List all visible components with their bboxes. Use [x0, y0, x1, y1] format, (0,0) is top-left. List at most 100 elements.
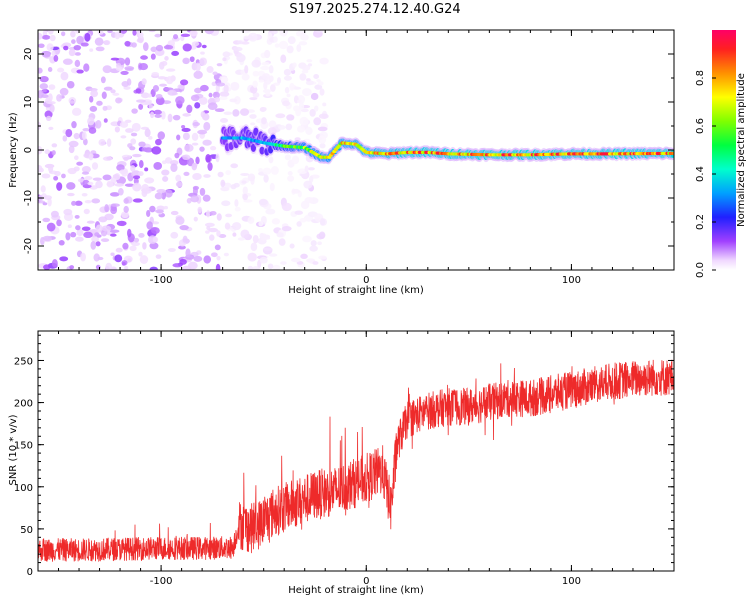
noise-speck [219, 96, 228, 101]
noise-speck [100, 238, 110, 243]
noise-speck [148, 104, 153, 109]
noise-speck [164, 56, 169, 61]
noise-speck [216, 213, 222, 221]
noise-speck [172, 263, 183, 268]
noise-speck [56, 94, 62, 102]
noise-speck [309, 175, 314, 183]
noise-speck [61, 31, 66, 37]
noise-speck [170, 231, 179, 239]
noise-speck [292, 62, 297, 68]
noise-speck [230, 163, 239, 169]
noise-speck [81, 131, 87, 140]
noise-speck [174, 152, 180, 159]
noise-speck [121, 262, 126, 266]
noise-speck [95, 224, 103, 233]
noise-speck [303, 180, 313, 189]
noise-speck [203, 174, 211, 178]
noise-speck [240, 229, 250, 239]
noise-speck [312, 261, 319, 265]
noise-speck [247, 252, 257, 262]
noise-speck [195, 156, 200, 165]
noise-speck [103, 39, 111, 46]
noise-speck [299, 217, 307, 223]
noise-speck [154, 114, 162, 118]
noise-speck [298, 102, 305, 111]
noise-speck [87, 117, 95, 126]
noise-speck [234, 199, 239, 207]
noise-speck [40, 185, 46, 193]
noise-speck [240, 172, 250, 177]
noise-speck [89, 48, 94, 52]
noise-speck [281, 202, 292, 212]
noise-speck [83, 63, 90, 72]
noise-speck [319, 218, 326, 226]
noise-speck [284, 86, 290, 94]
noise-speck [89, 105, 98, 112]
noise-speck [222, 57, 227, 62]
noise-speck [119, 169, 128, 175]
noise-speck [91, 162, 99, 170]
noise-speck [199, 96, 208, 105]
noise-speck [181, 127, 191, 132]
noise-speck [215, 263, 221, 270]
noise-speck [42, 52, 51, 58]
noise-speck [306, 78, 311, 82]
noise-speck [203, 255, 212, 264]
noise-speck [66, 182, 76, 190]
noise-speck [138, 103, 144, 110]
noise-speck [90, 240, 97, 250]
noise-speck [84, 200, 92, 204]
noise-speck [165, 68, 176, 72]
noise-speck [202, 139, 212, 146]
colorbar-tick-label: 0.6 [695, 118, 706, 134]
noise-speck [138, 31, 144, 39]
noise-speck [296, 99, 302, 103]
noise-speck [192, 172, 202, 181]
noise-speck [51, 259, 58, 268]
noise-speck [258, 79, 265, 83]
noise-speck [310, 92, 319, 101]
noise-speck [92, 177, 103, 181]
noise-speck [273, 36, 278, 43]
noise-speck [94, 232, 100, 237]
noise-speck [175, 174, 182, 182]
noise-speck [297, 125, 306, 133]
noise-speck [114, 126, 120, 133]
noise-speck [293, 105, 300, 112]
noise-speck [119, 30, 128, 34]
noise-speck [314, 105, 319, 112]
noise-speck [56, 219, 62, 227]
noise-speck [119, 121, 129, 128]
noise-speck [224, 222, 231, 230]
noise-speck [74, 155, 79, 161]
noise-speck [223, 111, 233, 115]
y-tick-label: 150 [14, 441, 33, 452]
noise-speck [281, 225, 292, 232]
noise-speck [285, 123, 293, 131]
x-tick-label: 0 [363, 576, 369, 587]
noise-speck [60, 71, 69, 81]
noise-speck [216, 255, 221, 261]
noise-speck [63, 208, 73, 216]
noise-speck [189, 56, 195, 63]
noise-speck [81, 165, 91, 173]
noise-speck [124, 183, 135, 187]
noise-speck [49, 34, 56, 42]
noise-speck [159, 83, 168, 87]
noise-speck [221, 200, 231, 207]
noise-speck [306, 59, 313, 63]
noise-speck [63, 45, 69, 51]
noise-speck [186, 104, 193, 114]
noise-speck [261, 236, 271, 240]
noise-speck [242, 193, 248, 201]
noise-speck [179, 258, 187, 265]
y-tick-label: 0 [23, 147, 34, 153]
noise-speck [262, 247, 273, 251]
noise-speck [185, 248, 191, 258]
noise-speck [130, 138, 137, 145]
noise-speck [264, 49, 271, 59]
noise-speck [286, 93, 291, 98]
noise-speck [75, 236, 84, 242]
noise-speck [262, 107, 267, 112]
